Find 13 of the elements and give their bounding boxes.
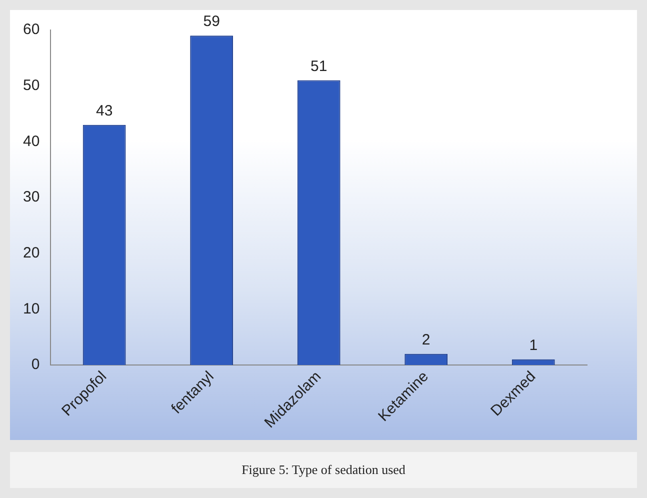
y-tick-label: 0 <box>31 356 40 374</box>
data-label: 43 <box>96 102 113 120</box>
y-tick-label: 30 <box>22 188 40 206</box>
caption: Figure 5: Type of sedation used <box>10 452 637 488</box>
data-label: 1 <box>529 337 538 354</box>
y-tick-label: 60 <box>22 21 40 38</box>
y-tick-label: 10 <box>22 300 40 318</box>
y-tick-label: 50 <box>22 76 40 94</box>
y-tick-label: 20 <box>22 244 40 262</box>
data-label: 51 <box>310 58 328 75</box>
data-label: 2 <box>422 331 430 348</box>
y-tick-label: 40 <box>22 132 40 150</box>
data-label: 59 <box>203 13 220 30</box>
